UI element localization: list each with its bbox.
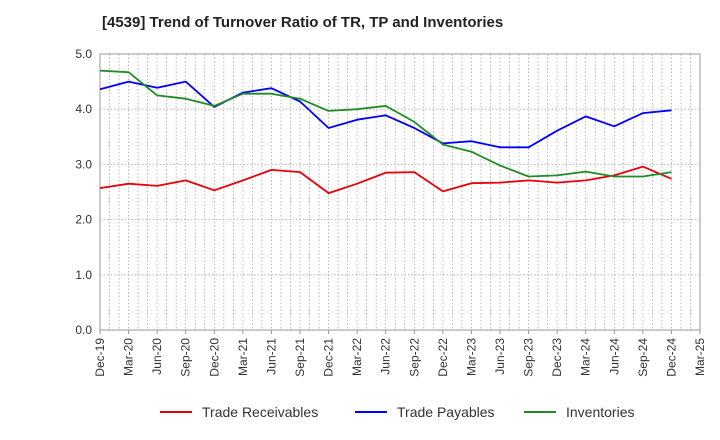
x-tick-label: Mar-23 bbox=[464, 338, 478, 376]
x-tick-label: Sep-24 bbox=[636, 338, 650, 377]
x-tick-label: Dec-21 bbox=[322, 338, 336, 377]
legend: Trade Receivables Trade Payables Inventori… bbox=[0, 404, 720, 426]
x-tick-label: Sep-23 bbox=[522, 338, 536, 377]
x-tick-label: Jun-20 bbox=[150, 338, 164, 375]
x-tick-label: Dec-19 bbox=[93, 338, 107, 377]
x-tick-label: Dec-23 bbox=[550, 338, 564, 377]
y-tick-label: 2.0 bbox=[75, 213, 92, 227]
x-tick-label: Dec-22 bbox=[436, 338, 450, 377]
x-axis-tick-labels: Dec-19 Mar-20 Jun-20 Sep-20 Dec-20 Mar-21 Jun-… bbox=[93, 330, 707, 377]
legend-label: Trade Payables bbox=[397, 404, 495, 420]
x-tick-label: Jun-21 bbox=[264, 338, 278, 375]
y-tick-label: 1.0 bbox=[75, 268, 92, 282]
x-tick-label: Jun-23 bbox=[493, 338, 507, 375]
y-tick-label: 5.0 bbox=[75, 47, 92, 61]
legend-item: Inventories bbox=[524, 404, 634, 420]
x-tick-label: Sep-20 bbox=[179, 338, 193, 377]
series-lines bbox=[99, 69, 672, 195]
x-tick-label: Dec-20 bbox=[207, 338, 221, 377]
y-tick-label: 0.0 bbox=[75, 323, 92, 337]
legend-item: Trade Payables bbox=[355, 404, 495, 420]
x-tick-label: Mar-21 bbox=[236, 338, 250, 376]
plot-frame bbox=[99, 53, 701, 331]
grid-lines bbox=[100, 54, 700, 330]
y-axis-tick-labels: 0.0 1.0 2.0 3.0 4.0 5.0 bbox=[75, 47, 92, 337]
x-tick-label: Dec-24 bbox=[664, 338, 678, 377]
series-line-trade-receivables bbox=[99, 165, 672, 195]
y-tick-label: 4.0 bbox=[75, 102, 92, 116]
x-tick-label: Mar-20 bbox=[122, 338, 136, 376]
legend-swatch bbox=[355, 411, 387, 413]
x-tick-label: Sep-21 bbox=[293, 338, 307, 377]
legend-swatch bbox=[160, 411, 192, 413]
x-tick-label: Jun-24 bbox=[607, 338, 621, 375]
legend-label: Trade Receivables bbox=[202, 404, 319, 420]
chart-title: [4539] Trend of Turnover Ratio of TR, TP… bbox=[102, 14, 504, 31]
series-line-trade-payables bbox=[99, 80, 672, 149]
x-tick-label: Mar-22 bbox=[350, 338, 364, 376]
y-tick-label: 3.0 bbox=[75, 157, 92, 171]
x-tick-label: Mar-25 bbox=[693, 338, 707, 376]
series-line-inventories bbox=[99, 69, 672, 178]
x-tick-label: Jun-22 bbox=[379, 338, 393, 375]
x-tick-label: Mar-24 bbox=[579, 338, 593, 376]
legend-swatch bbox=[524, 411, 556, 413]
legend-item: Trade Receivables bbox=[160, 404, 318, 420]
x-tick-label: Sep-22 bbox=[407, 338, 421, 377]
legend-label: Inventories bbox=[566, 404, 635, 420]
